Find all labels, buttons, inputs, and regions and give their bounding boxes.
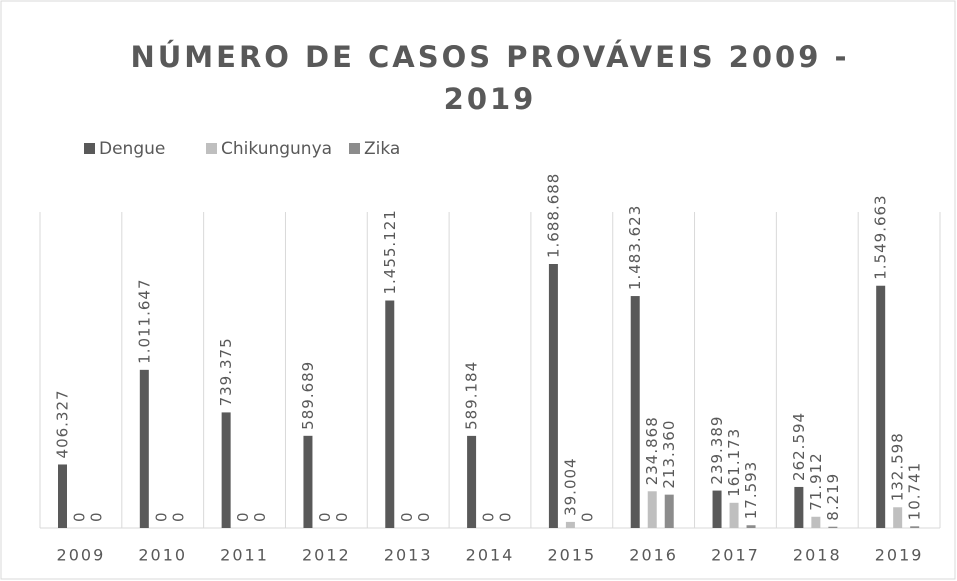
data-label: 739.375 — [217, 337, 235, 406]
bar — [893, 507, 903, 528]
data-label: 0 — [578, 511, 596, 522]
x-tick-label: 2009 — [57, 546, 106, 565]
legend-swatch — [206, 143, 217, 154]
bar — [828, 526, 838, 528]
data-label: 1.688.688 — [544, 173, 562, 258]
bar — [548, 264, 558, 528]
data-label: 1.455.121 — [381, 209, 399, 294]
data-label: 0 — [480, 511, 498, 522]
data-label: 161.173 — [725, 428, 743, 497]
data-label: 0 — [497, 511, 515, 522]
data-label: 406.327 — [54, 389, 72, 458]
bar — [664, 494, 674, 528]
bar — [630, 296, 640, 528]
legend-swatch — [349, 143, 360, 154]
data-label: 1.483.623 — [626, 205, 644, 290]
bar — [794, 486, 804, 528]
x-tick-label: 2016 — [629, 546, 678, 565]
x-tick-label: 2018 — [793, 546, 842, 565]
bar — [910, 526, 920, 528]
data-label: 0 — [398, 511, 416, 522]
data-label: 39.004 — [561, 457, 579, 516]
bar — [385, 300, 395, 528]
data-label: 0 — [169, 511, 187, 522]
data-label: 132.598 — [889, 432, 907, 501]
data-label: 0 — [152, 511, 170, 522]
data-label: 589.689 — [299, 361, 317, 430]
data-label: 71.912 — [807, 452, 825, 511]
bar — [746, 525, 756, 528]
bar — [811, 516, 821, 528]
data-label: 10.741 — [906, 462, 924, 521]
data-label: 0 — [333, 511, 351, 522]
bar — [221, 412, 231, 528]
x-tick-label: 2012 — [302, 546, 351, 565]
data-label: 17.593 — [742, 461, 760, 520]
data-label: 0 — [234, 511, 252, 522]
data-label: 8.219 — [824, 473, 842, 521]
data-label: 0 — [415, 511, 433, 522]
bar — [58, 464, 67, 528]
data-label: 1.011.647 — [135, 279, 153, 364]
x-tick-label: 2011 — [220, 546, 269, 565]
x-tick-label: 2017 — [711, 546, 760, 565]
data-label: 0 — [251, 511, 269, 522]
data-label: 262.594 — [790, 412, 808, 481]
bar — [876, 285, 886, 528]
data-label: 0 — [316, 511, 334, 522]
x-tick-label: 2013 — [384, 546, 433, 565]
bar — [565, 521, 575, 528]
chart-title: NÚMERO DE CASOS PROVÁVEIS 2009 - 2019 — [130, 40, 850, 116]
x-tick-label: 2015 — [547, 546, 596, 565]
bar — [712, 490, 722, 528]
data-label: 239.389 — [708, 416, 726, 485]
data-label: 0 — [88, 511, 106, 522]
legend-swatch — [84, 143, 95, 154]
bar — [729, 502, 739, 528]
x-tick-label: 2010 — [138, 546, 187, 565]
legend-label: Dengue — [99, 139, 165, 159]
bar — [647, 491, 657, 528]
legend-label: Chikungunya — [221, 139, 332, 159]
x-tick-label: 2019 — [875, 546, 924, 565]
legend-label: Zika — [364, 139, 400, 159]
data-label: 589.184 — [463, 361, 481, 430]
data-label: 213.360 — [660, 420, 678, 489]
data-label: 234.868 — [643, 416, 661, 485]
bar — [303, 435, 313, 528]
data-label: 0 — [71, 511, 89, 522]
x-tick-label: 2014 — [466, 546, 515, 565]
data-label: 1.549.663 — [872, 194, 890, 279]
bar — [139, 369, 149, 528]
bar — [467, 435, 477, 528]
